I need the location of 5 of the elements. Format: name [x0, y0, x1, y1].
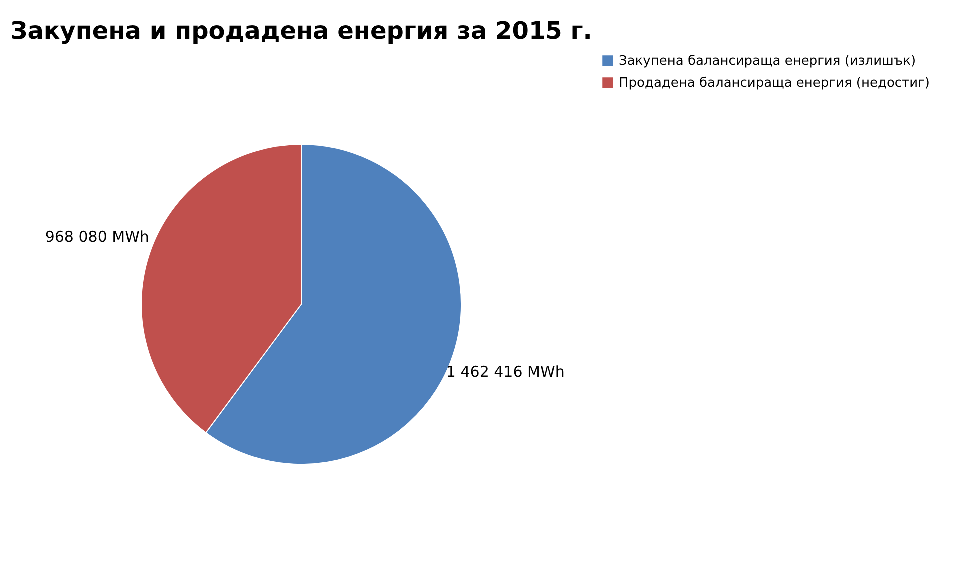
data-label: 1 462 416 MWh	[446, 363, 565, 382]
data-label: 968 080 MWh	[45, 228, 150, 246]
legend-label: Продадена балансираща енергия (недостиг)	[619, 76, 930, 91]
chart-title: Закупена и продадена енергия за 2015 г.	[10, 17, 592, 45]
legend-label: Закупена балансираща енергия (излишък)	[619, 54, 916, 69]
